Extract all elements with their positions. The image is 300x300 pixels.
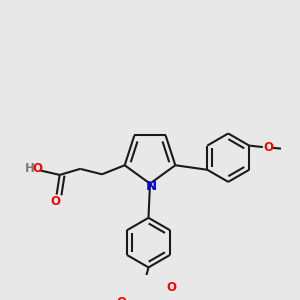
Text: O: O — [33, 162, 43, 175]
Text: O: O — [50, 195, 60, 208]
Text: O: O — [116, 296, 126, 300]
Text: H: H — [25, 162, 35, 175]
Text: O: O — [263, 141, 273, 154]
Text: N: N — [146, 179, 157, 193]
Text: O: O — [166, 280, 176, 294]
